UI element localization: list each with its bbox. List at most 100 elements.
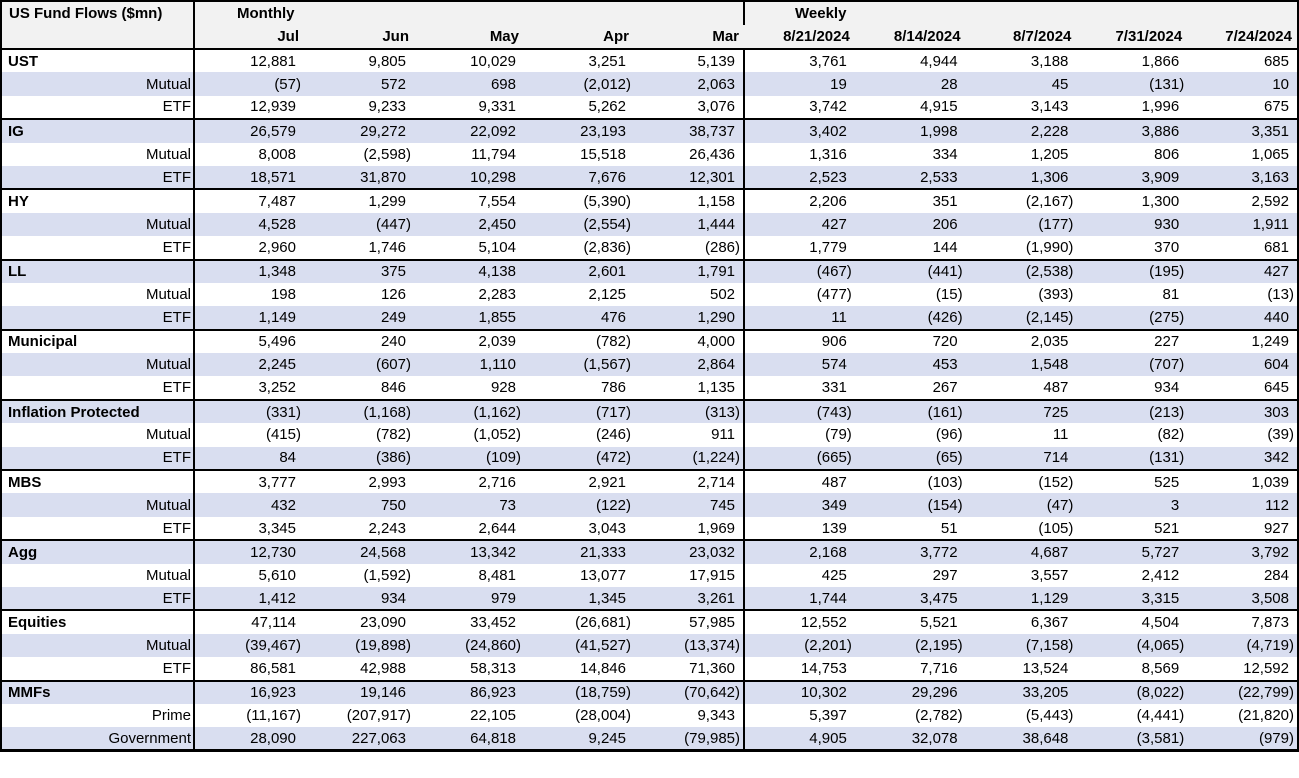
value-cell: 1,548 <box>965 353 1077 377</box>
value-cell: 425 <box>821 566 847 584</box>
table-row: Prime (11,167) (207,917) 22,105 (28,004) 9,34… <box>1 703 1298 728</box>
value-cell: (467) <box>744 258 855 283</box>
category-row-label: Equities <box>1 609 195 634</box>
value-cell: 5,262 <box>588 98 626 116</box>
value-cell: (2,538) <box>965 258 1077 283</box>
value-cell: 28 <box>854 72 966 96</box>
value-cell: (79,985) <box>634 727 746 751</box>
value-cell: 3,043 <box>588 519 626 537</box>
table-row: Mutual 8,008 (2,598) 11,794 15,518 26,436 1,31… <box>1 142 1298 166</box>
sub-row-label: ETF <box>1 446 195 471</box>
value-cell: (4,719) <box>1187 633 1298 658</box>
value-cell: 5,610 <box>258 566 296 584</box>
value-cell: (57) <box>194 72 304 96</box>
value-cell: 2,063 <box>634 72 746 96</box>
value-cell: 906 <box>744 328 855 354</box>
value-cell: 16,923 <box>194 679 304 704</box>
value-cell: 342 <box>1187 446 1298 471</box>
weekly-column-header: 8/21/2024 <box>744 25 855 50</box>
table-body: UST 12,881 9,805 10,029 3,251 5,139 3,761 4,944… <box>1 47 1298 751</box>
value-cell: (177) <box>965 212 1077 237</box>
table-row: HY 7,487 1,299 7,554 (5,390) 1,158 2,206 351 (2,… <box>1 188 1298 213</box>
value-cell: (3,581) <box>1076 727 1188 751</box>
category-row-label: MMFs <box>1 679 195 704</box>
table-row: Mutual (39,467) (19,898) (24,860) (41,527) (1… <box>1 633 1298 658</box>
value-cell: 2,592 <box>1187 188 1298 213</box>
value-cell: 675 <box>1263 98 1289 116</box>
fund-flows-table: US Fund Flows ($mn) Monthly Weekly Jul Ju… <box>0 0 1299 753</box>
value-cell: 3,772 <box>854 539 966 564</box>
header-row-columns: Jul Jun May Apr Mar 8/21/2024 8/14/2024 8/7/202… <box>1 25 1298 50</box>
value-cell: (28,004) <box>575 707 631 725</box>
value-cell: 4,528 <box>194 212 304 237</box>
value-cell: 725 <box>965 398 1077 424</box>
value-cell: 9,245 <box>524 727 634 751</box>
value-cell: 1,866 <box>1076 47 1188 73</box>
value-cell: (1,592) <box>363 566 411 584</box>
value-cell: 18,571 <box>194 165 304 190</box>
value-cell: 303 <box>1187 398 1298 424</box>
value-cell: (472) <box>524 446 634 471</box>
value-cell: 1,911 <box>1187 212 1298 237</box>
value-cell: 1,039 <box>1187 469 1298 494</box>
value-cell: 7,676 <box>524 165 634 190</box>
value-cell: (195) <box>1076 258 1188 283</box>
weekly-column-header: 7/31/2024 <box>1076 25 1188 50</box>
value-cell: (2,554) <box>524 212 634 237</box>
value-cell: 126 <box>380 286 406 304</box>
sub-row-label: Prime <box>1 703 195 728</box>
value-cell: 4,687 <box>965 539 1077 564</box>
value-cell: 4,000 <box>634 328 746 354</box>
value-cell: 144 <box>932 238 958 256</box>
value-cell: 2,533 <box>854 165 966 190</box>
monthly-column-header: May <box>414 25 524 50</box>
value-cell: 375 <box>304 258 414 283</box>
table-row: MMFs 16,923 19,146 86,923 (18,759) (70,642) 10… <box>1 679 1298 704</box>
value-cell: 3,508 <box>1187 586 1298 611</box>
value-cell: (18,759) <box>524 679 634 704</box>
table-title: US Fund Flows ($mn) <box>1 1 195 50</box>
value-cell: 38,737 <box>634 118 746 143</box>
category-row-label: Municipal <box>1 328 195 354</box>
value-cell: (4,441) <box>1136 707 1185 725</box>
value-cell: 572 <box>304 72 414 96</box>
value-cell: (2,201) <box>744 633 855 658</box>
value-cell: 4,905 <box>744 727 855 751</box>
value-cell: 1,345 <box>524 586 634 611</box>
value-cell: 1,306 <box>965 165 1077 190</box>
value-cell: 11 <box>744 306 855 330</box>
value-cell: 2,168 <box>744 539 855 564</box>
value-cell: (441) <box>854 258 966 283</box>
value-cell: 1,791 <box>634 258 746 283</box>
value-cell: 3,475 <box>854 586 966 611</box>
value-cell: (96) <box>935 426 963 444</box>
value-cell: 685 <box>1187 47 1298 73</box>
table-row: ETF 86,581 42,988 58,313 14,846 71,360 14,753 7… <box>1 657 1298 681</box>
sub-row-label: Mutual <box>1 142 195 166</box>
value-cell: 22,105 <box>470 707 516 725</box>
value-cell: 2,039 <box>414 328 524 354</box>
value-cell: 2,245 <box>194 353 304 377</box>
sub-row-label: Mutual <box>1 423 195 447</box>
value-cell: 9,331 <box>478 98 516 116</box>
value-cell: 427 <box>744 212 855 237</box>
value-cell: (103) <box>854 469 966 494</box>
value-cell: 2,864 <box>634 353 746 377</box>
value-cell: 5,139 <box>634 47 746 73</box>
value-cell: 979 <box>414 586 524 611</box>
sub-row-label: Mutual <box>1 633 195 658</box>
value-cell: 2,716 <box>414 469 524 494</box>
value-cell: 1,746 <box>368 238 406 256</box>
value-cell: 1,316 <box>809 145 847 163</box>
monthly-column-header: Mar <box>634 25 745 50</box>
value-cell: (109) <box>414 446 524 471</box>
table-row: Agg 12,730 24,568 13,342 21,333 23,032 2,168 3,… <box>1 539 1298 564</box>
value-cell: (13,374) <box>634 633 746 658</box>
value-cell: 1,855 <box>414 306 524 330</box>
monthly-block-header: Monthly <box>194 1 746 25</box>
value-cell: 10 <box>1187 72 1298 96</box>
sub-row-label: Mutual <box>1 212 195 237</box>
value-cell: 3,761 <box>744 47 855 73</box>
value-cell: (152) <box>965 469 1077 494</box>
table-row: ETF 12,939 9,233 9,331 5,262 3,076 3,742 4,915 3… <box>1 95 1298 120</box>
